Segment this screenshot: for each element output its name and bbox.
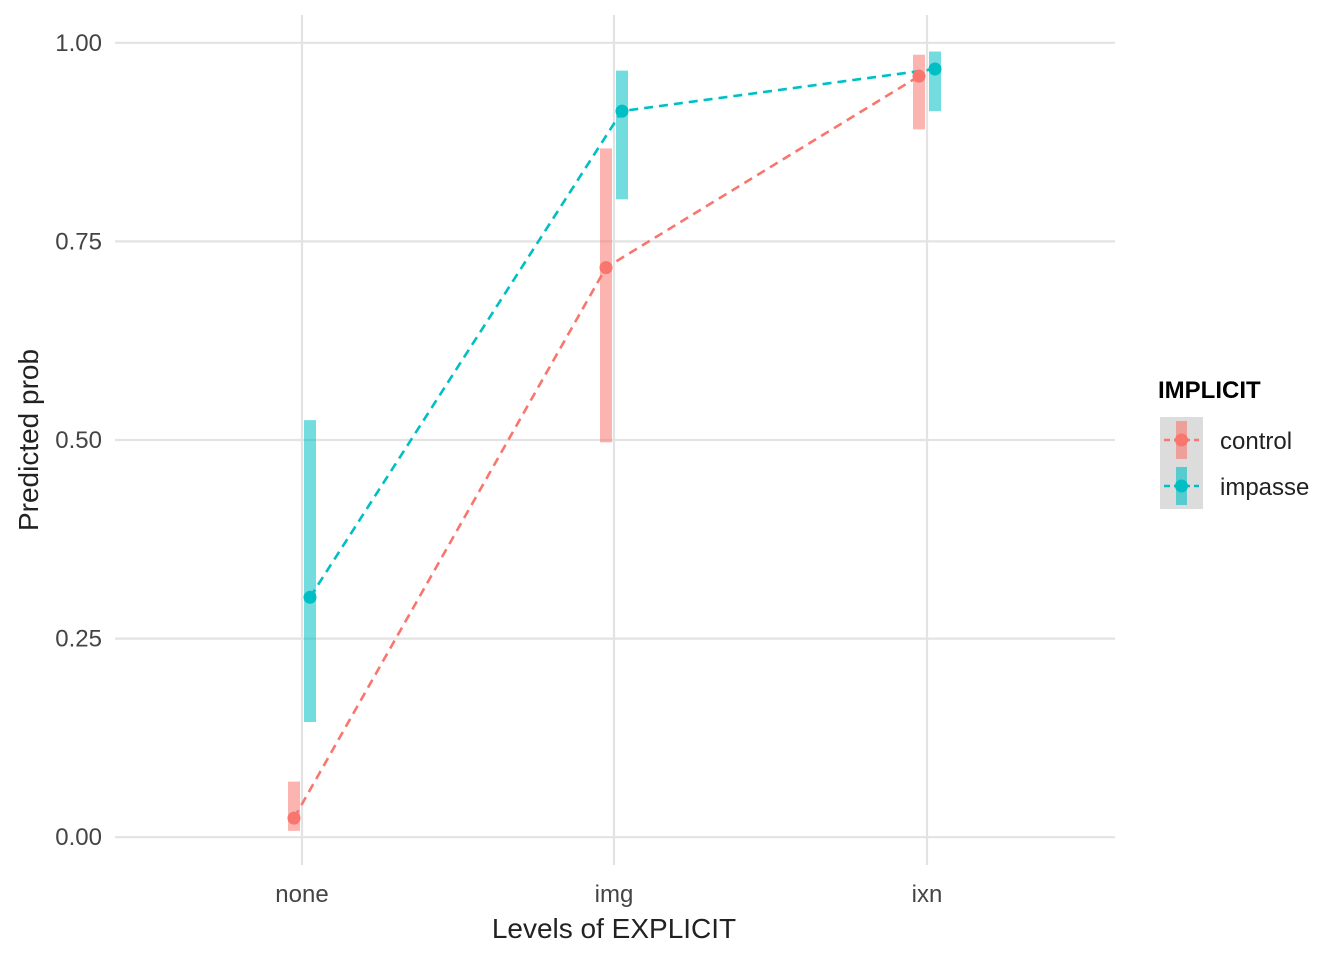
y-tick-label: 0.25: [55, 626, 102, 653]
ci-bar-impasse: [304, 420, 316, 723]
legend-items: control impasse: [1160, 417, 1309, 509]
ci-bar-control: [600, 148, 612, 443]
data-point-control: [912, 69, 926, 83]
confidence-intervals: [288, 51, 941, 831]
legend-key-point: [1175, 479, 1188, 493]
ci-bar-impasse: [616, 70, 628, 200]
y-tick-label: 0.75: [55, 228, 102, 255]
x-axis-title: Levels of EXPLICIT: [492, 913, 736, 944]
data-point-control: [599, 261, 613, 275]
y-tick-label: 0.00: [55, 824, 102, 851]
series-points: [287, 62, 942, 825]
x-tick-label: none: [275, 881, 328, 908]
y-tick-label: 0.50: [55, 427, 102, 454]
ci-bar-control: [913, 54, 925, 130]
legend-label-control: control: [1220, 428, 1292, 455]
y-tick-label: 1.00: [55, 30, 102, 57]
data-point-impasse: [928, 62, 942, 76]
data-point-impasse: [615, 104, 629, 118]
x-tick-label: ixn: [912, 881, 943, 908]
x-tick-label: img: [595, 881, 634, 908]
y-axis-title: Predicted prob: [13, 349, 44, 531]
legend: IMPLICIT control impasse: [1158, 377, 1309, 509]
legend-key-point: [1175, 433, 1188, 447]
grid: [115, 15, 1115, 865]
data-point-impasse: [303, 590, 317, 604]
data-point-control: [287, 811, 301, 825]
y-tick-labels: 0.00 0.25 0.50 0.75 1.00: [55, 30, 102, 851]
x-tick-labels: none img ixn: [275, 881, 942, 908]
legend-title: IMPLICIT: [1158, 377, 1261, 404]
ci-bar-impasse: [929, 51, 941, 112]
legend-label-impasse: impasse: [1220, 474, 1309, 501]
